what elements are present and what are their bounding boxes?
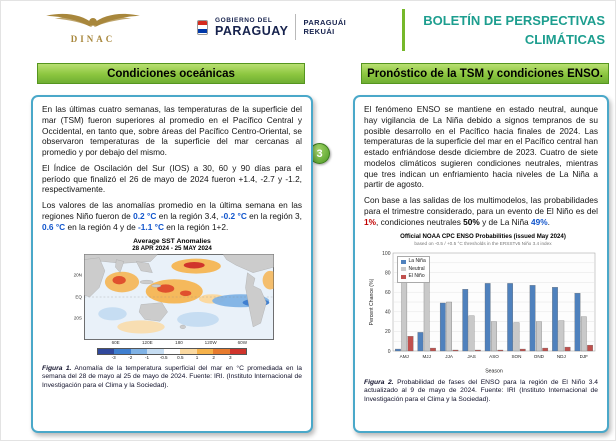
svg-text:ASO: ASO <box>489 354 499 359</box>
svg-text:JAS: JAS <box>467 354 475 359</box>
sst-anomaly-map <box>84 253 274 340</box>
chart-legend: La Niña Neutral El Niño <box>397 255 430 284</box>
enso-probability-chart: 0 20 40 60 80 100 AMJ MJJ JJA JAS ASO SON OND NDJ DJF S… <box>369 250 596 374</box>
text-segment: Los valores de las anomalías promedio en… <box>42 200 302 222</box>
svg-text:SON: SON <box>511 354 521 359</box>
text-segment: en la región 1+2. <box>163 221 229 232</box>
text-segment: Figura 1. <box>42 364 72 372</box>
title-divider <box>402 9 405 51</box>
gobierno-paraguay-logo: GOBIERNO DEL PARAGUAY PARAGUÁI REKUÁI <box>197 14 346 40</box>
gov-line1: GOBIERNO DEL <box>215 16 273 24</box>
bulletin-title-line1: BOLETÍN DE PERSPECTIVAS <box>423 13 605 28</box>
svg-text:Season: Season <box>485 368 503 374</box>
gov-line3: PARAGUÁI <box>303 18 347 27</box>
section-header-oceanic: Condiciones oceánicas <box>37 63 305 84</box>
figure-2-title: Official NOAA CPC ENSO Probabilities (is… <box>400 232 566 240</box>
text-segment: . <box>547 216 550 227</box>
svg-text:40: 40 <box>385 309 391 315</box>
paragraph-enso-probabilities: Con base a las salidas de los multimodel… <box>364 195 598 227</box>
paraguay-flag-icon <box>197 19 208 35</box>
colorbar-labels: -3 -2 -1 -0.5 0.5 1 2 3 <box>111 354 232 360</box>
paragraph-sst-summary: En las últimas cuatro semanas, las tempe… <box>42 104 302 158</box>
svg-text:DJF: DJF <box>580 354 589 359</box>
figure-2-enso-probabilities: Official NOAA CPC ENSO Probabilities (is… <box>364 233 602 375</box>
text-segment: Anomalía de la temperatura superficial d… <box>42 364 302 389</box>
text-segment: en la región 3, <box>246 211 302 222</box>
text-segment: 50% <box>463 216 480 227</box>
gov-wordmark: GOBIERNO DEL PARAGUAY <box>215 17 288 38</box>
oceanic-conditions-panel: En las últimas cuatro semanas, las tempe… <box>31 95 313 433</box>
map-lat-ticks: 20N EQ 20S <box>73 272 82 321</box>
svg-text:80: 80 <box>385 270 391 276</box>
divider <box>295 14 297 40</box>
dinac-logo: DINAC <box>37 8 149 44</box>
legend-item: Neutral <box>401 266 426 274</box>
paragraph-ios-index: El Índice de Oscilación del Sur (IOS) a … <box>42 162 302 195</box>
svg-text:100: 100 <box>382 250 391 256</box>
paragraph-nino-anomalies: Los valores de las anomalías promedio en… <box>42 200 302 232</box>
dinac-label: DINAC <box>70 34 116 44</box>
text-segment: , condiciones neutrales <box>376 216 464 227</box>
figure-2-subtitle: based on -0.5 / +0.5 °C thresholds in th… <box>414 240 552 246</box>
text-segment: Con base a las salidas de los multimodel… <box>364 195 598 217</box>
chart-plot-area: 0 20 40 60 80 100 AMJ MJJ JJA JAS ASO SON OND NDJ DJF S… <box>366 247 600 375</box>
gov-line4: REKUÁI <box>303 27 335 36</box>
figure-1-caption: Figura 1. Anomalía de la temperatura sup… <box>42 365 302 391</box>
legend-item: El Niño <box>401 273 426 281</box>
page-number-badge: 3 <box>309 143 330 164</box>
gov-line2: PARAGUAY <box>215 23 289 38</box>
text-segment: 49% <box>530 216 548 227</box>
svg-text:AMJ: AMJ <box>400 354 409 359</box>
text-segment: en la región 3.4, <box>156 211 221 222</box>
text-segment: Probabilidad de fases del ENSO para la r… <box>364 378 598 403</box>
text-segment: Figura 2. <box>364 378 394 386</box>
map-lon-ticks: 60E 120E 180 120W 60W <box>111 339 248 345</box>
svg-text:OND: OND <box>534 354 545 359</box>
text-segment: y de La Niña <box>479 216 531 227</box>
svg-text:60: 60 <box>385 290 391 296</box>
bulletin-title-line2: CLIMÁTICAS <box>524 31 605 47</box>
svg-text:0: 0 <box>388 348 391 354</box>
paragraph-enso-status: El fenómeno ENSO se mantiene en estado n… <box>364 104 598 190</box>
section-header-forecast: Pronóstico de la TSM y condiciones ENSO. <box>361 63 609 84</box>
text-segment: -0.2 °C <box>220 211 247 222</box>
svg-text:Percent Chance (%): Percent Chance (%) <box>369 278 375 325</box>
svg-text:NDJ: NDJ <box>557 354 566 359</box>
colorbar <box>97 347 247 355</box>
legend-item: La Niña <box>401 258 426 266</box>
dinac-wings-icon <box>46 13 140 28</box>
text-segment: 1% <box>364 216 376 227</box>
enso-forecast-panel: El fenómeno ENSO se mantiene en estado n… <box>353 95 609 433</box>
figure-2-caption: Figura 2. Probabilidad de fases del ENSO… <box>364 379 598 405</box>
svg-text:20: 20 <box>385 329 391 335</box>
gov-guarani-wordmark: PARAGUÁI REKUÁI <box>303 18 346 36</box>
svg-text:JJA: JJA <box>445 354 454 359</box>
svg-text:MJJ: MJJ <box>422 354 430 359</box>
text-segment: en la región 4 y de <box>65 221 139 232</box>
figure-1-subtitle: 28 APR 2024 - 25 MAY 2024 <box>132 244 212 252</box>
bulletin-title: BOLETÍN DE PERSPECTIVAS CLIMÁTICAS <box>423 12 605 50</box>
text-segment: -1.1 °C <box>138 221 164 232</box>
map-plot-area: 20N EQ 20S <box>74 253 274 346</box>
figure-1-title: Average SST Anomalies <box>133 237 211 245</box>
figure-1-sst-map: Average SST Anomalies 28 APR 2024 - 25 M… <box>69 238 275 361</box>
text-segment: 0.2 °C <box>133 211 157 222</box>
text-segment: 0.6 °C <box>42 221 66 232</box>
